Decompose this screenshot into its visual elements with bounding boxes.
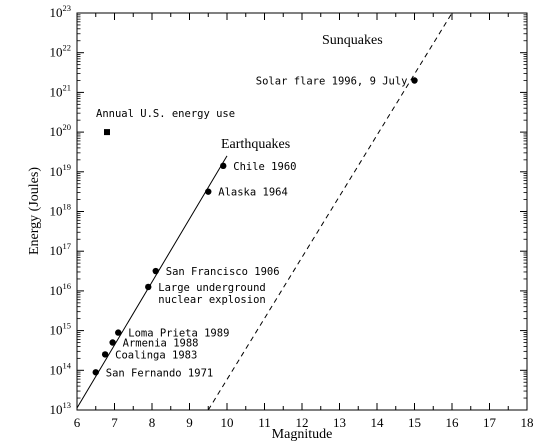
point-label: Loma Prieta 1989 (128, 328, 229, 340)
x-tick-label: 12 (296, 415, 309, 430)
series-label-earthquakes: Earthquakes (221, 137, 290, 152)
data-point (109, 339, 116, 346)
x-tick-label: 18 (521, 415, 534, 430)
y-tick-labels: 1013 1014 1015 1016 1017 1018 1019 1020 1021 1022… (50, 3, 72, 417)
reference-point-label: Annual U.S. energy use (96, 108, 235, 120)
point-label: Alaska 1964 (218, 187, 288, 199)
fit-lines (77, 13, 453, 410)
point-label-line2: nuclear explosion (158, 294, 265, 306)
data-point (411, 77, 418, 84)
point-label: Large underground (158, 282, 265, 294)
y-tick-label: 1023 (50, 3, 72, 20)
x-tick-label: 11 (258, 415, 271, 430)
sunquake-fit-line (207, 13, 453, 410)
x-tick-label: 13 (333, 415, 346, 430)
x-tick-label: 15 (408, 415, 421, 430)
data-point (152, 267, 159, 275)
y-tick-label: 1019 (50, 162, 72, 179)
reference-square-marker (104, 129, 110, 136)
y-tick-label: 1018 (50, 202, 72, 219)
data-point (92, 369, 99, 376)
y-tick-label: 1020 (50, 122, 72, 139)
y-tick-label: 1022 (50, 43, 72, 60)
y-axis-label: Energy (Joules) (27, 167, 42, 255)
y-tick-label: 1015 (50, 321, 72, 338)
axis-ticks (76, 12, 528, 411)
point-label: San Francisco 1906 (166, 266, 280, 278)
y-tick-label: 1014 (50, 360, 72, 377)
x-axis-label: Magnitude (272, 427, 333, 442)
series-label-sunquakes: Sunquakes (322, 33, 383, 48)
data-point (115, 329, 122, 336)
point-label: Coalinga 1983 (115, 349, 197, 361)
point-label: Chile 1960 (233, 161, 296, 173)
x-tick-label: 9 (186, 415, 193, 430)
x-tick-label: 10 (221, 415, 234, 430)
data-point (145, 283, 152, 291)
point-label: San Fernando 1971 (106, 367, 213, 379)
data-point (220, 162, 227, 170)
x-tick-label: 8 (149, 415, 156, 430)
x-tick-label: 14 (371, 415, 385, 430)
y-tick-label: 1017 (50, 241, 72, 258)
x-tick-label: 16 (446, 415, 460, 430)
point-label: Solar flare 1996, 9 July (256, 75, 408, 87)
data-point (101, 351, 109, 358)
earthquake-fit-line (77, 155, 228, 409)
data-points (92, 77, 418, 376)
x-tick-labels: 6 7 8 9 10 11 12 13 14 15 16 17 18 (74, 415, 534, 430)
y-tick-label: 1013 (50, 400, 72, 417)
point-label: Armenia 1988 (123, 338, 199, 350)
y-tick-label: 1016 (50, 281, 72, 298)
x-tick-label: 17 (483, 415, 497, 430)
x-tick-label: 6 (74, 415, 81, 430)
x-tick-label: 7 (111, 415, 118, 430)
data-point (205, 188, 212, 195)
y-tick-label: 1021 (50, 82, 72, 99)
